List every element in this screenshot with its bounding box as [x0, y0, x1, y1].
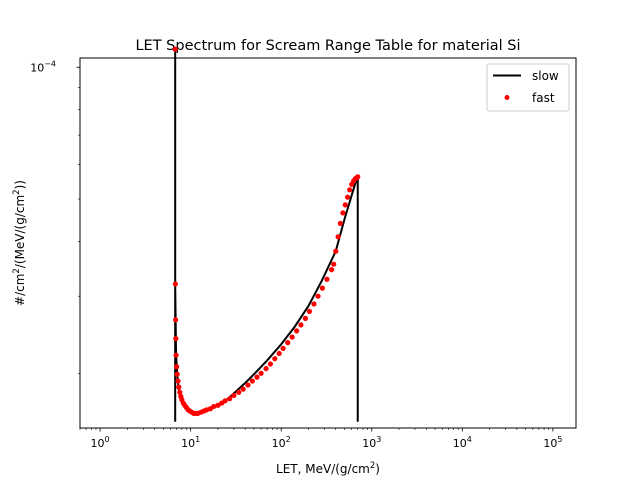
- y-axis-label-sup-b: 2: [12, 189, 22, 194]
- series-fast-point: [315, 293, 321, 299]
- series-fast-point: [177, 389, 183, 395]
- series-fast-point: [263, 366, 269, 372]
- series-fast-point: [258, 370, 264, 376]
- y-axis-label-part-b: /(MeV/(g/cm: [13, 195, 27, 268]
- y-axis-label-part-a: #/cm: [13, 274, 27, 306]
- series-fast-point: [340, 210, 346, 216]
- plot-background: [80, 58, 576, 428]
- series-fast-point: [311, 301, 317, 307]
- x-tick-label: 100: [91, 435, 110, 450]
- series-fast-point: [324, 276, 330, 282]
- series-fast-point: [335, 234, 341, 240]
- series-fast-point: [342, 202, 348, 208]
- series-fast-point: [289, 334, 295, 340]
- series-fast-point: [249, 378, 255, 384]
- series-fast-point: [236, 389, 242, 395]
- x-tick-label: 102: [272, 435, 291, 450]
- series-fast-point: [280, 345, 286, 351]
- series-fast-point: [294, 328, 300, 334]
- series-fast-point: [174, 371, 180, 377]
- series-fast-point: [331, 261, 337, 267]
- series-fast-point: [240, 386, 246, 392]
- legend: slow fast: [486, 63, 570, 112]
- y-tick-label: 10−4: [30, 59, 56, 74]
- series-fast-point: [174, 364, 180, 370]
- x-axis-label-main: LET, MeV/(g/cm: [276, 462, 370, 476]
- tick-layer: 100 101 102 103 104 105 10−4: [30, 59, 562, 450]
- series-fast-point: [172, 46, 178, 52]
- plot-area: 100 101 102 103 104 105 10−4: [30, 46, 577, 450]
- series-fast-point: [215, 402, 221, 408]
- series-fast-point: [344, 194, 351, 200]
- series-fast-point: [272, 356, 278, 362]
- series-fast-point: [333, 248, 339, 254]
- series-fast-point: [347, 187, 353, 193]
- x-axis-label-tail: ): [375, 462, 380, 476]
- series-fast-point: [176, 384, 182, 390]
- series-fast-point: [355, 174, 361, 180]
- x-tick-label: 104: [453, 435, 472, 450]
- series-fast-point: [175, 378, 181, 384]
- series-fast-point: [254, 374, 260, 380]
- x-axis-label: LET, MeV/(g/cm2): [276, 461, 380, 476]
- series-fast-point: [276, 350, 282, 357]
- legend-fast-marker: [504, 95, 510, 100]
- series-fast-point: [211, 403, 217, 410]
- series-fast-point: [173, 336, 179, 342]
- series-fast-point: [267, 361, 274, 367]
- series-layer: [172, 46, 361, 422]
- x-tick-label: 103: [362, 435, 381, 450]
- series-fast-point: [222, 398, 228, 404]
- series-fast-point: [245, 382, 251, 388]
- series-fast-point: [298, 322, 304, 328]
- series-fast-point: [227, 396, 233, 402]
- series-fast-point: [319, 285, 325, 291]
- series-fast-point: [231, 392, 237, 399]
- legend-slow-label: slow: [532, 69, 559, 83]
- x-tick-label: 105: [543, 435, 562, 450]
- legend-fast-label: fast: [532, 91, 555, 105]
- series-fast-point: [173, 352, 179, 358]
- series-fast-point: [172, 281, 178, 287]
- series-fast-point: [285, 340, 291, 346]
- series-fast-point: [328, 267, 335, 273]
- y-axis-label-part-c: )): [13, 180, 27, 189]
- y-axis-label-sup-a: 2: [12, 268, 22, 273]
- series-fast-point: [302, 315, 308, 321]
- plot-frame: [79, 57, 577, 429]
- series-fast-point: [173, 317, 179, 323]
- y-axis-label: #/cm2/(MeV/(g/cm2)): [12, 180, 27, 306]
- chart-title: LET Spectrum for Scream Range Table for …: [135, 38, 520, 54]
- x-tick-label: 101: [181, 435, 200, 450]
- series-fast-point: [306, 308, 313, 314]
- series-fast-point: [337, 220, 343, 226]
- x-axis-label-sup: 2: [370, 461, 375, 471]
